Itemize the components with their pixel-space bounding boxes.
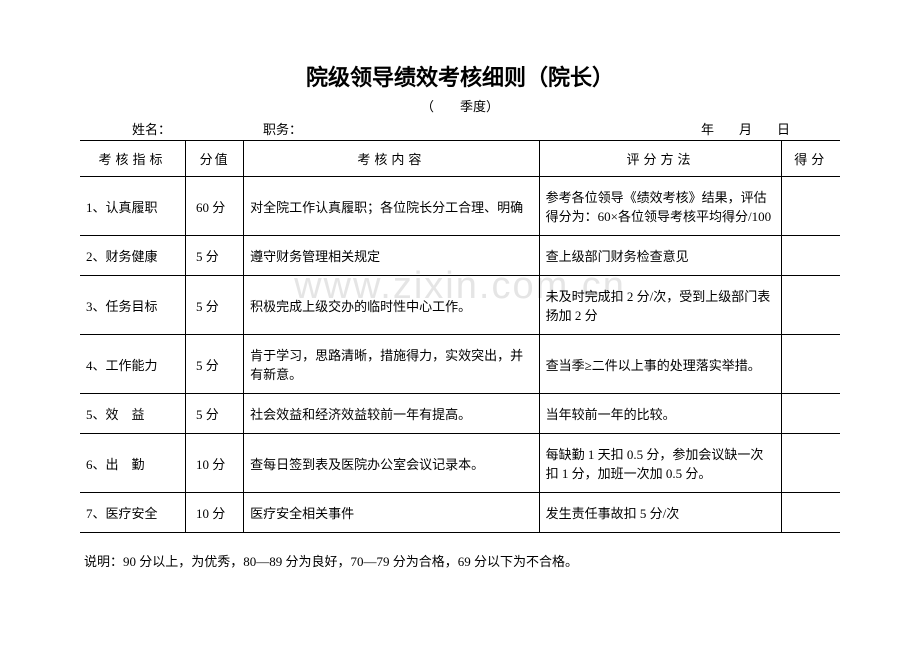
cell-result [782, 177, 840, 236]
table-row: 2、财务健康 5 分 遵守财务管理相关规定 查上级部门财务检查意见 [80, 236, 840, 276]
table-row: 4、工作能力 5 分 肯于学习，思路清晰，措施得力，实效突出，并有新意。 查当季… [80, 335, 840, 394]
cell-method: 查上级部门财务检查意见 [539, 236, 782, 276]
cell-method: 每缺勤 1 天扣 0.5 分，参加会议缺一次扣 1 分，加班一次加 0.5 分。 [539, 434, 782, 493]
cell-method: 未及时完成扣 2 分/次，受到上级部门表扬加 2 分 [539, 276, 782, 335]
cell-content: 积极完成上级交办的临时性中心工作。 [244, 276, 540, 335]
header-content: 考核内容 [244, 141, 540, 177]
cell-indicator: 1、认真履职 [80, 177, 186, 236]
cell-result [782, 335, 840, 394]
cell-indicator: 7、医疗安全 [80, 493, 186, 533]
cell-score: 5 分 [186, 276, 244, 335]
cell-score: 10 分 [186, 434, 244, 493]
table-row: 1、认真履职 60 分 对全院工作认真履职；各位院长分工合理、明确 参考各位领导… [80, 177, 840, 236]
header-indicator: 考核指标 [80, 141, 186, 177]
cell-score: 60 分 [186, 177, 244, 236]
date-label: 年 月 日 [701, 119, 796, 138]
cell-method: 发生责任事故扣 5 分/次 [539, 493, 782, 533]
cell-result [782, 276, 840, 335]
cell-content: 遵守财务管理相关规定 [244, 236, 540, 276]
document-content: 院级领导绩效考核细则（院长） （ 季度） 姓名： 职务： 年 月 日 考核指标 … [80, 60, 840, 570]
page-title: 院级领导绩效考核细则（院长） [80, 60, 840, 92]
cell-content: 医疗安全相关事件 [244, 493, 540, 533]
cell-score: 10 分 [186, 493, 244, 533]
header-method: 评分方法 [539, 141, 782, 177]
info-line: 姓名： 职务： 年 月 日 [80, 119, 840, 138]
cell-indicator: 4、工作能力 [80, 335, 186, 394]
header-result: 得分 [782, 141, 840, 177]
cell-content: 查每日签到表及医院办公室会议记录本。 [244, 434, 540, 493]
cell-result [782, 493, 840, 533]
table-row: 7、医疗安全 10 分 医疗安全相关事件 发生责任事故扣 5 分/次 [80, 493, 840, 533]
cell-score: 5 分 [186, 394, 244, 434]
cell-score: 5 分 [186, 236, 244, 276]
evaluation-table: 考核指标 分值 考核内容 评分方法 得分 1、认真履职 60 分 对全院工作认真… [80, 140, 840, 533]
cell-indicator: 3、任务目标 [80, 276, 186, 335]
table-row: 3、任务目标 5 分 积极完成上级交办的临时性中心工作。 未及时完成扣 2 分/… [80, 276, 840, 335]
cell-score: 5 分 [186, 335, 244, 394]
cell-result [782, 434, 840, 493]
cell-method: 参考各位领导《绩效考核》结果，评估得分为：60×各位领导考核平均得分/100 [539, 177, 782, 236]
job-label: 职务： [263, 119, 302, 138]
cell-indicator: 2、财务健康 [80, 236, 186, 276]
table-row: 6、出 勤 10 分 查每日签到表及医院办公室会议记录本。 每缺勤 1 天扣 0… [80, 434, 840, 493]
cell-result [782, 236, 840, 276]
header-score: 分值 [186, 141, 244, 177]
name-label: 姓名： [132, 119, 171, 138]
footer-note: 说明：90 分以上，为优秀，80—89 分为良好，70—79 分为合格，69 分… [80, 551, 840, 570]
cell-indicator: 5、效 益 [80, 394, 186, 434]
cell-method: 查当季≥二件以上事的处理落实举措。 [539, 335, 782, 394]
cell-method: 当年较前一年的比较。 [539, 394, 782, 434]
cell-indicator: 6、出 勤 [80, 434, 186, 493]
cell-result [782, 394, 840, 434]
cell-content: 肯于学习，思路清晰，措施得力，实效突出，并有新意。 [244, 335, 540, 394]
table-row: 5、效 益 5 分 社会效益和经济效益较前一年有提高。 当年较前一年的比较。 [80, 394, 840, 434]
cell-content: 对全院工作认真履职；各位院长分工合理、明确 [244, 177, 540, 236]
page-subtitle: （ 季度） [80, 96, 840, 115]
cell-content: 社会效益和经济效益较前一年有提高。 [244, 394, 540, 434]
table-header-row: 考核指标 分值 考核内容 评分方法 得分 [80, 141, 840, 177]
